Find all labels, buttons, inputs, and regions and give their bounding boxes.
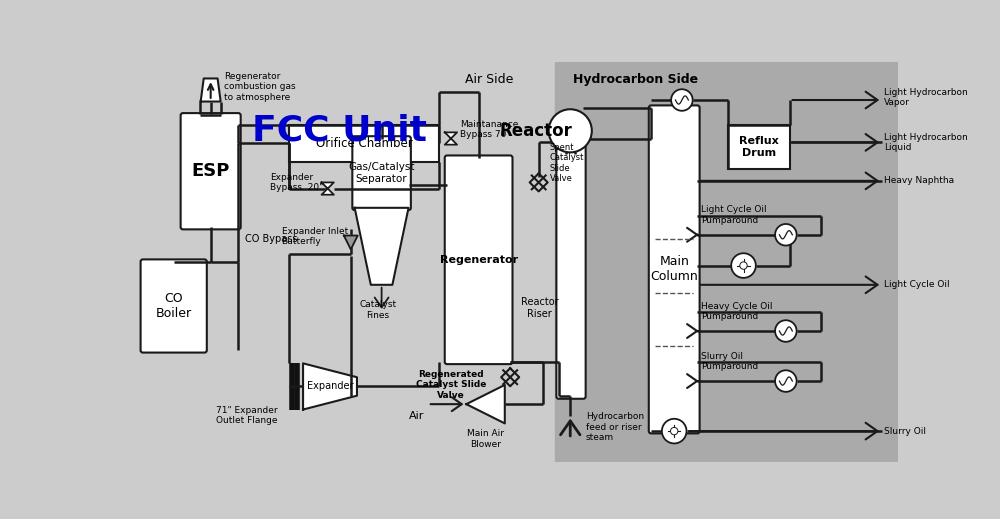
Text: Orifice Chamber: Orifice Chamber [316,136,413,149]
Text: Regenerator
combustion gas
to atmosphere: Regenerator combustion gas to atmosphere [224,72,295,102]
Bar [555,62,898,462]
Circle shape [662,419,687,443]
FancyBboxPatch shape [141,260,207,352]
Text: Hydrocarbon Side: Hydrocarbon Side [573,73,698,86]
Text: Expander: Expander [307,381,353,391]
Bar [128,62,555,462]
Circle shape [740,262,747,269]
FancyBboxPatch shape [649,105,700,433]
Text: Light Cycle Oil: Light Cycle Oil [884,280,950,289]
Circle shape [775,224,797,245]
Text: 71" Expander
Outlet Flange: 71" Expander Outlet Flange [216,406,278,426]
Text: Slurry Oil
Pumparound: Slurry Oil Pumparound [701,352,758,371]
Text: ESP: ESP [191,162,230,180]
Text: Heavy Cycle Oil
Pumparound: Heavy Cycle Oil Pumparound [701,302,773,321]
Circle shape [549,110,592,153]
Text: Hydrocarbon
feed or riser
steam: Hydrocarbon feed or riser steam [586,413,644,442]
Text: FCC Unit: FCC Unit [252,114,427,148]
Polygon shape [445,132,457,145]
Text: Maintanance
Bypass 70": Maintanance Bypass 70" [460,119,519,139]
Polygon shape [344,236,358,250]
Circle shape [775,320,797,342]
Bar [289,125,439,161]
Text: Reflux
Drum: Reflux Drum [739,136,779,158]
Text: Main Air
Blower: Main Air Blower [467,429,504,448]
Polygon shape [322,182,334,195]
Text: Regenerator: Regenerator [440,255,518,265]
Polygon shape [201,78,221,102]
Text: Catalyst
Fines: Catalyst Fines [359,300,396,320]
Text: Heavy Naphtha: Heavy Naphtha [884,176,955,185]
Polygon shape [303,363,357,409]
Text: Main
Column: Main Column [650,255,698,283]
FancyBboxPatch shape [181,113,241,229]
Circle shape [731,253,756,278]
Text: CO Bypass: CO Bypass [245,234,297,243]
Text: Air: Air [409,411,424,421]
FancyBboxPatch shape [352,136,411,210]
Text: Slurry Oil: Slurry Oil [884,427,926,435]
Text: Reactor
Riser: Reactor Riser [521,297,558,319]
Text: Reactor: Reactor [499,122,572,140]
Bar [728,125,790,169]
Text: Gas/Catalyst
Separator: Gas/Catalyst Separator [348,162,415,184]
Text: Light Hydrocarbon
Vapor: Light Hydrocarbon Vapor [884,88,968,107]
Text: Spent
Catalyst
Slide
Valve: Spent Catalyst Slide Valve [549,143,584,183]
Text: Expander Inlet
Butterfly: Expander Inlet Butterfly [282,227,348,246]
Circle shape [671,428,678,435]
Text: CO
Boiler: CO Boiler [156,292,192,320]
Polygon shape [466,385,505,424]
FancyBboxPatch shape [445,156,512,364]
Text: Regenerated
Catalyst Slide
Valve: Regenerated Catalyst Slide Valve [416,370,486,400]
Circle shape [671,89,693,111]
Text: Expander
Bypass  20": Expander Bypass 20" [270,173,323,192]
Circle shape [775,370,797,392]
Text: Light Hydrocarbon
Liquid: Light Hydrocarbon Liquid [884,133,968,152]
FancyBboxPatch shape [556,140,586,399]
Polygon shape [355,208,409,285]
Text: Light Cycle Oil
Pumparound: Light Cycle Oil Pumparound [701,206,767,225]
Text: Air Side: Air Side [465,73,514,86]
